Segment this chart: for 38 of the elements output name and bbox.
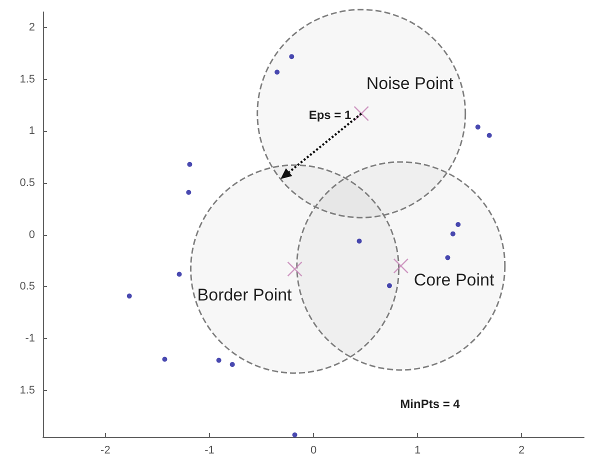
point xyxy=(289,54,294,60)
point xyxy=(274,70,280,75)
point xyxy=(186,190,192,195)
point xyxy=(456,222,461,227)
x-tick-label: -1 xyxy=(204,444,214,456)
annotation: Core Point xyxy=(414,270,494,290)
point xyxy=(176,272,182,277)
y-tick-label: 1.5 xyxy=(20,73,35,86)
point xyxy=(287,261,302,277)
point xyxy=(216,358,222,363)
point xyxy=(393,258,409,274)
annotation: Noise Point xyxy=(366,74,454,94)
point xyxy=(230,362,235,367)
annotation: Eps = 1 xyxy=(308,108,352,122)
point xyxy=(126,294,132,299)
point xyxy=(292,432,298,438)
annotation: MinPts = 4 xyxy=(400,397,460,411)
point xyxy=(450,231,456,236)
y-tick-label: 0.5 xyxy=(20,177,35,190)
point xyxy=(162,356,168,362)
y-tick-label: -1 xyxy=(25,332,35,345)
y-tick-label: 2 xyxy=(28,22,35,34)
point xyxy=(187,162,192,167)
y-tick-label: 1 xyxy=(28,125,35,138)
x-tick-label: 0 xyxy=(310,444,317,456)
y-tick-label: 0.5 xyxy=(20,280,35,293)
point xyxy=(486,132,492,138)
annotation: Border Point xyxy=(197,286,292,305)
point xyxy=(386,283,392,288)
point xyxy=(356,238,362,244)
point xyxy=(475,124,480,130)
point xyxy=(354,106,370,122)
x-tick-label: 2 xyxy=(518,444,525,456)
x-tick-label: 1 xyxy=(414,444,421,456)
y-tick-label: 1.5 xyxy=(20,384,35,396)
point xyxy=(445,255,450,260)
x-tick-label: -2 xyxy=(100,444,110,456)
y-tick-label: 0 xyxy=(28,228,35,241)
